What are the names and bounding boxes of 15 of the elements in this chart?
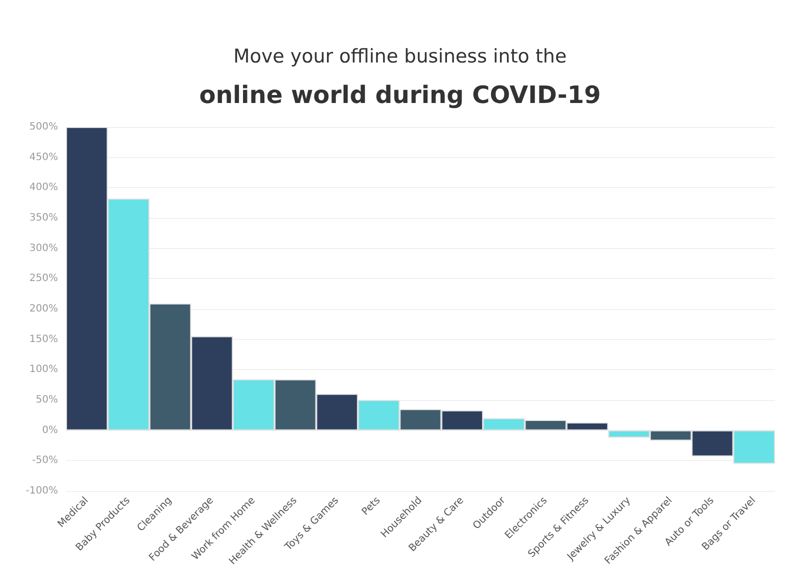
- y-tick-label: -100%: [26, 486, 58, 496]
- y-tick-label: 100%: [29, 364, 58, 376]
- y-tick-label: 0%: [42, 424, 58, 436]
- y-tick-label: 300%: [29, 242, 58, 254]
- chart-subtitle: online world during COVID-19: [199, 81, 601, 109]
- y-tick-label: 450%: [29, 152, 58, 163]
- y-tick-label: 200%: [29, 304, 58, 314]
- y-tick-label: 250%: [29, 273, 58, 284]
- y-tick-label: 350%: [29, 212, 58, 224]
- y-tick-label: 500%: [29, 122, 58, 132]
- y-tick-label: -50%: [32, 455, 58, 466]
- y-tick-label: 150%: [29, 334, 58, 345]
- y-tick-label: 400%: [29, 182, 58, 194]
- y-tick-label: 50%: [36, 394, 58, 406]
- chart-title: Move your offline business into the: [233, 46, 567, 68]
